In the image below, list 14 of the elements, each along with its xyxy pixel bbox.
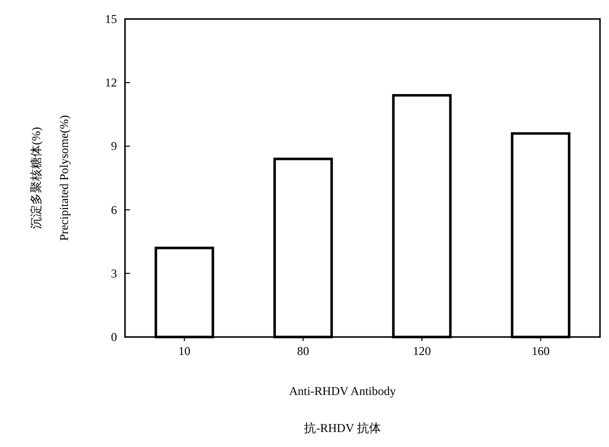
- x-axis-title: Anti-RHDV Antibody: [289, 384, 396, 398]
- y-tick-label: 3: [111, 266, 117, 280]
- y-tick-label: 9: [111, 139, 117, 154]
- y-tick-label: 15: [105, 12, 117, 26]
- y-tick-label: 0: [111, 330, 117, 344]
- x-tick-label: 120: [412, 344, 431, 358]
- x-tick-label: 160: [532, 344, 550, 358]
- text: 沉淀多聚核糖体(%): [29, 127, 43, 229]
- x-tick-label: 10: [178, 344, 190, 358]
- text: 抗-RHDV 抗体: [304, 421, 381, 435]
- y-axis-title: Precipitated Polysome(%): [57, 115, 71, 241]
- x-tick-label: 80: [297, 344, 310, 358]
- y-tick-label: 12: [105, 76, 117, 90]
- y-tick-label: 6: [111, 202, 117, 217]
